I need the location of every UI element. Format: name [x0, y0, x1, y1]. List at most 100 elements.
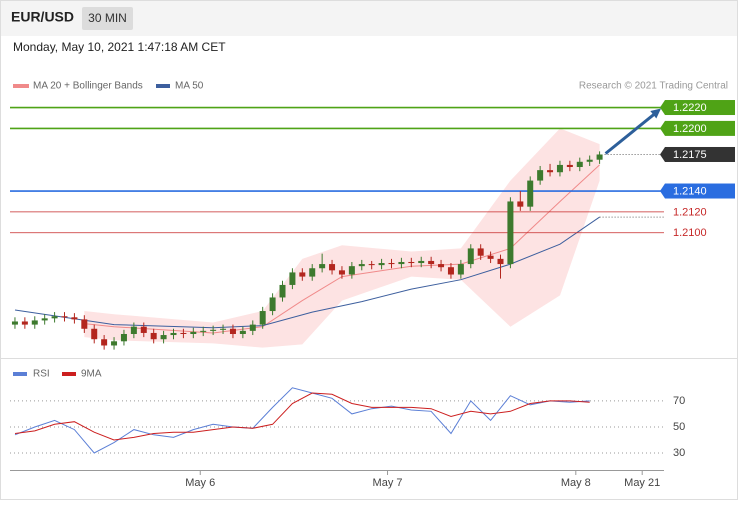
indicator-line — [14, 387, 590, 454]
candle-body — [418, 260, 425, 264]
interval: 30 MIN — [88, 11, 127, 25]
level-label-box — [665, 146, 735, 162]
level-label: 1.2100 — [673, 227, 707, 239]
candle-body — [487, 255, 494, 259]
candle-body — [160, 335, 167, 340]
y-tick-label: 50 — [673, 421, 685, 433]
legend-swatch — [62, 372, 76, 376]
candle-body — [477, 248, 484, 256]
symbol: EUR/USD — [11, 9, 74, 25]
candle-body — [497, 258, 504, 265]
bollinger-band — [84, 128, 600, 348]
candle-body — [269, 297, 276, 312]
legend-entry: 9MA — [81, 369, 102, 380]
level-label-pointer — [660, 146, 665, 162]
candle-body — [101, 339, 108, 346]
candle-body — [239, 330, 246, 334]
level-label-box — [665, 120, 735, 136]
candle-body — [130, 326, 137, 334]
y-tick-label: 70 — [673, 395, 685, 407]
legend-swatch — [13, 372, 27, 376]
legend-swatch — [13, 84, 29, 88]
candle-body — [170, 332, 177, 336]
candle-body — [249, 324, 256, 331]
candle-body — [120, 333, 127, 342]
credit: Research © 2021 Trading Central — [579, 81, 728, 92]
x-tick-label: May 7 — [373, 477, 403, 489]
candle-body — [547, 170, 554, 173]
level-label-pointer — [660, 120, 665, 136]
candle-body — [368, 264, 375, 266]
date: Monday, May 10, 2021 1:47:18 AM CET — [13, 40, 226, 54]
candle-body — [150, 332, 157, 340]
candle-body — [338, 270, 345, 275]
candle-body — [447, 267, 454, 275]
level-label-box — [665, 100, 735, 116]
candle-body — [586, 159, 593, 162]
moving-average — [14, 216, 600, 329]
candle-body — [309, 268, 316, 277]
candle-body — [576, 161, 583, 168]
legend-entry: MA 50 — [175, 81, 204, 92]
legend-entry: MA 20 + Bollinger Bands — [33, 81, 143, 92]
target-arrow-head — [650, 108, 661, 119]
candle-body — [398, 261, 405, 265]
candle-body — [111, 341, 118, 346]
level-label-box — [665, 183, 735, 199]
level-label: 1.2120 — [673, 206, 707, 218]
candle-body — [457, 264, 464, 275]
candle-body — [289, 272, 296, 285]
candle-body — [537, 170, 544, 181]
candle-body — [140, 326, 147, 333]
y-tick-label: 30 — [673, 447, 685, 459]
candle-body — [507, 201, 514, 265]
candle-body — [200, 330, 207, 332]
candle-body — [358, 264, 365, 267]
legend-swatch — [156, 84, 170, 88]
candle-body — [438, 264, 445, 268]
interval-badge — [82, 7, 133, 30]
candle-body — [31, 320, 38, 325]
candle-body — [210, 329, 217, 331]
candle-body — [428, 260, 435, 265]
candle-body — [319, 264, 326, 269]
candle-body — [51, 316, 58, 319]
indicator-line — [14, 392, 590, 441]
level-label-pointer — [660, 100, 665, 116]
candle-body — [467, 248, 474, 265]
candle-body — [517, 201, 524, 207]
level-label: 1.2220 — [673, 102, 707, 114]
candle-body — [21, 321, 28, 325]
candle-body — [299, 272, 306, 277]
target-arrow — [604, 112, 656, 155]
level-label: 1.2175 — [673, 149, 707, 161]
candle-body — [279, 284, 286, 298]
candle-body — [180, 332, 187, 334]
candle-body — [378, 263, 385, 266]
candle-body — [388, 263, 395, 265]
level-label: 1.2140 — [673, 185, 707, 197]
candle-body — [596, 154, 603, 160]
candle-body — [61, 316, 68, 318]
level-label: 1.2200 — [673, 123, 707, 135]
x-tick-label: May 8 — [561, 477, 591, 489]
candle-body — [556, 164, 563, 173]
candle-body — [81, 319, 88, 329]
candle-body — [527, 180, 534, 207]
candle-body — [329, 264, 336, 271]
candle-body — [348, 266, 355, 275]
candle-body — [229, 328, 236, 334]
x-tick-label: May 21 — [624, 477, 660, 489]
candle-body — [11, 321, 18, 325]
x-tick-label: May 6 — [185, 477, 215, 489]
candle-body — [71, 317, 78, 320]
candle-body — [408, 261, 415, 264]
candle-body — [41, 318, 48, 321]
candle-body — [190, 331, 197, 334]
legend-entry: RSI — [33, 369, 50, 380]
candle-body — [566, 164, 573, 168]
candle-body — [259, 311, 266, 325]
level-label-pointer — [660, 183, 665, 199]
